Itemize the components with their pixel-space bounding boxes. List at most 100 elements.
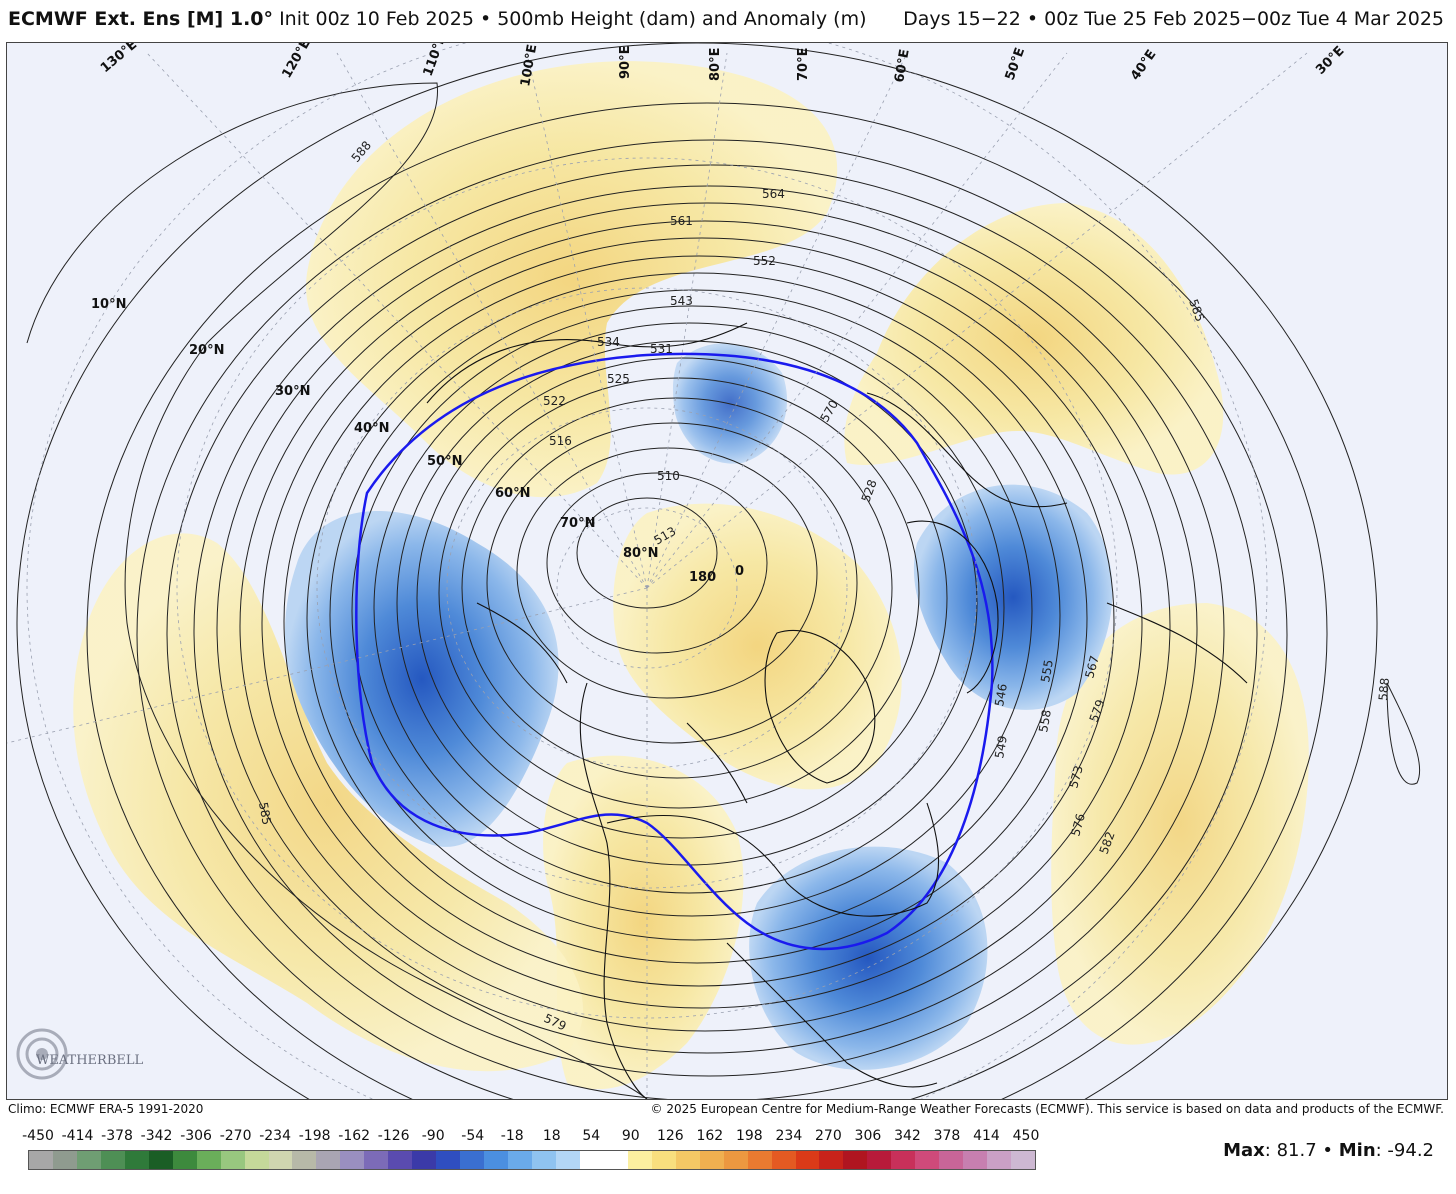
scale-swatch <box>460 1151 485 1169</box>
scale-swatch <box>292 1151 317 1169</box>
lon-label-70e: 70°E <box>796 48 811 81</box>
scale-swatch <box>412 1151 437 1169</box>
scale-tick-label: -414 <box>61 1128 94 1144</box>
scale-tick-label: -18 <box>500 1128 524 1144</box>
scale-swatch <box>915 1151 940 1169</box>
lat-label-50n: 50°N <box>427 454 462 469</box>
scale-swatch <box>579 1151 604 1169</box>
scale-tick-label: -162 <box>338 1128 371 1144</box>
lat-label-30n: 30°N <box>275 384 310 399</box>
scale-tick-label: 450 <box>1012 1128 1040 1144</box>
scale-tick-label: -378 <box>101 1128 133 1144</box>
lon-label-50e: 50°E <box>1003 46 1029 83</box>
scale-swatch <box>771 1151 796 1169</box>
scale-tick-label: 18 <box>542 1128 561 1144</box>
lon-label-60e: 60°E <box>892 48 913 84</box>
scale-swatch <box>484 1151 509 1169</box>
scale-tick-label: -126 <box>377 1128 410 1144</box>
contour-label: 549 <box>992 735 1010 760</box>
lon-label-80e: 80°E <box>708 48 723 81</box>
min-label: Min <box>1338 1140 1376 1161</box>
field-description: • 500mb Height (dam) and Anomaly (m) <box>479 8 867 30</box>
scale-swatch <box>29 1151 53 1169</box>
scale-swatch <box>819 1151 844 1169</box>
scale-tick-label: 378 <box>933 1128 961 1144</box>
contour-label: 555 <box>1038 659 1056 684</box>
scale-swatch <box>843 1151 868 1169</box>
climo-note: Climo: ECMWF ERA-5 1991-2020 <box>8 1102 204 1116</box>
swirl-logo-icon: WEATHERBELL <box>16 1028 143 1080</box>
scale-swatch <box>364 1151 389 1169</box>
scale-tick-label: -342 <box>140 1128 173 1144</box>
contour-label: 516 <box>549 434 572 448</box>
contour-label: 576 <box>1068 812 1087 838</box>
scale-swatch <box>723 1151 748 1169</box>
scale-tick-label: 342 <box>894 1128 921 1144</box>
contour-label: 564 <box>762 187 785 201</box>
scale-swatch <box>436 1151 461 1169</box>
weatherbell-logo: WEATHERBELL <box>14 1024 144 1084</box>
contour-label: 543 <box>670 294 693 308</box>
scale-swatch <box>220 1151 245 1169</box>
graticule <box>7 43 1308 1099</box>
max-label: Max <box>1223 1140 1265 1161</box>
scale-swatch <box>627 1151 652 1169</box>
lat-label-80n: 80°N <box>623 546 658 561</box>
max-min-stats: Max: 81.7 • Min: -94.2 <box>1223 1140 1434 1161</box>
scale-swatch <box>508 1151 533 1169</box>
scale-swatch <box>795 1151 820 1169</box>
scale-tick-label: -54 <box>461 1128 485 1144</box>
scale-swatch <box>699 1151 724 1169</box>
scale-ticks: -450 -414 -378 -342 -306 -270 -234 -198 -162 -126… <box>22 1128 1039 1146</box>
positive-anomaly-areas <box>73 61 1309 1090</box>
contour-label: 570 <box>817 398 841 425</box>
contour-label: 531 <box>650 342 673 356</box>
contour-label: 534 <box>597 335 620 349</box>
lon-label-30e: 30°E <box>1313 44 1347 78</box>
scale-swatch <box>867 1151 892 1169</box>
lat-label-20n: 20°N <box>189 343 224 358</box>
min-value: : -94.2 <box>1375 1140 1434 1161</box>
lon-label-0: 0 <box>735 564 744 579</box>
scale-tick-label: 414 <box>973 1128 1000 1144</box>
valid-period: Days 15−22 • 00z Tue 25 Feb 2025−00z Tue… <box>903 8 1444 30</box>
scale-swatch <box>340 1151 365 1169</box>
lon-label-110e: 110°E <box>421 43 450 78</box>
scale-swatch <box>268 1151 293 1169</box>
scale-tick-label: -270 <box>219 1128 252 1144</box>
scale-swatch <box>675 1151 700 1169</box>
polar-map: 10°N 20°N 30°N 40°N 50°N 60°N 70°N 80°N … <box>6 42 1448 1100</box>
scale-tick-label: -306 <box>180 1128 212 1144</box>
model-title: ECMWF Ext. Ens [M] 1.0° <box>8 8 274 30</box>
map-header: ECMWF Ext. Ens [M] 1.0° Init 00z 10 Feb … <box>8 8 1448 38</box>
map-canvas: 10°N 20°N 30°N 40°N 50°N 60°N 70°N 80°N … <box>7 43 1421 1099</box>
lon-label-180: 180 <box>689 570 716 585</box>
scale-swatch <box>100 1151 125 1169</box>
scale-swatch <box>987 1151 1012 1169</box>
init-time: Init 00z 10 Feb 2025 <box>279 8 474 30</box>
scale-swatch <box>891 1151 916 1169</box>
lon-label-120e: 120°E <box>279 43 313 81</box>
lon-label-90e: 90°E <box>618 46 633 79</box>
contour-label: 585 <box>256 801 274 826</box>
scale-swatch <box>148 1151 173 1169</box>
color-scale: -450 -414 -378 -342 -306 -270 -234 -198 -162 -126… <box>22 1128 1039 1174</box>
scale-tick-label: 90 <box>621 1128 640 1144</box>
contour-label: 522 <box>543 394 566 408</box>
contour-label: 561 <box>670 214 693 228</box>
max-value: : 81.7 • <box>1264 1140 1333 1161</box>
scale-swatch <box>316 1151 341 1169</box>
scale-swatch <box>76 1151 101 1169</box>
scale-swatch <box>747 1151 772 1169</box>
scale-tick-label: -234 <box>259 1128 291 1144</box>
contour-label: 510 <box>657 469 680 483</box>
scale-tick-label: 162 <box>696 1128 724 1144</box>
scale-swatch <box>651 1151 676 1169</box>
contour-label: 528 <box>859 478 880 504</box>
contour-label: 552 <box>753 254 776 268</box>
logo-text: WEATHERBELL <box>36 1053 143 1068</box>
highlighted-546-contour <box>355 352 994 951</box>
lon-label-100e: 100°E <box>518 43 540 87</box>
scale-swatch <box>124 1151 149 1169</box>
scale-swatch <box>172 1151 197 1169</box>
